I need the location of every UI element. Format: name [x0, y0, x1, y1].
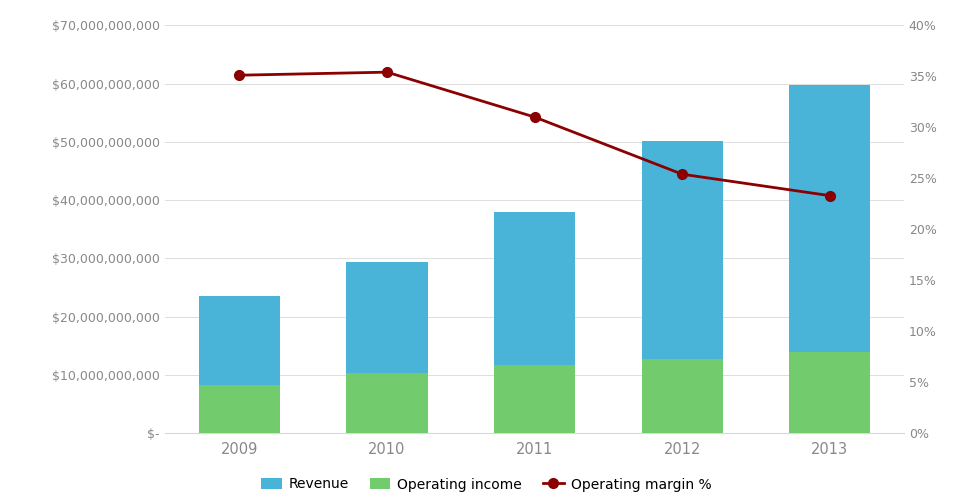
Operating margin %: [677, 171, 688, 177]
Bar: [642, 141, 723, 433]
Bar: [789, 352, 870, 433]
Operating margin %: [824, 193, 836, 199]
Bar: [199, 295, 280, 433]
Bar: [199, 385, 280, 433]
Bar: [494, 365, 575, 433]
Bar: [346, 263, 428, 433]
Operating margin %: [381, 69, 393, 75]
Bar: [789, 85, 870, 433]
Bar: [494, 212, 575, 433]
Legend: Revenue, Operating income, Operating margin %: Revenue, Operating income, Operating mar…: [255, 472, 717, 497]
Bar: [346, 373, 428, 433]
Line: Operating margin %: Operating margin %: [234, 68, 835, 201]
Bar: [642, 359, 723, 433]
Operating margin %: [529, 114, 540, 120]
Operating margin %: [233, 72, 245, 78]
